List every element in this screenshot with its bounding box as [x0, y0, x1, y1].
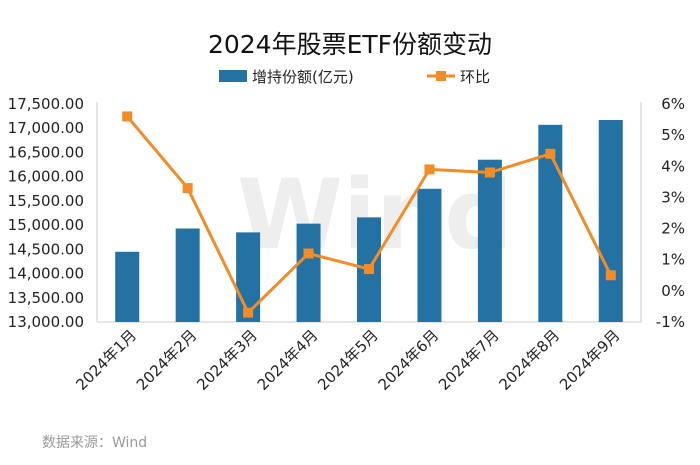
x-tick-label: 2024年5月: [314, 326, 382, 394]
x-tick-label: 2024年4月: [254, 326, 322, 394]
line-point: [545, 148, 556, 159]
bar: [175, 228, 200, 322]
legend-bar-label: 增持份额(亿元): [252, 68, 354, 86]
bar: [296, 223, 321, 322]
bar: [417, 188, 442, 322]
y-left-tick-label: 16,500.00: [8, 143, 84, 161]
axes: 13,000.00 13,500.00 14,000.00 14,500.00 15,0…: [8, 95, 685, 331]
legend: 增持份额(亿元) 环比: [219, 68, 490, 86]
x-tick-label: 2024年7月: [435, 326, 503, 394]
y-right-tick-label: 1%: [661, 251, 685, 269]
y-left-tick-label: 15,500.00: [8, 192, 84, 210]
y-left-tick-label: 17,000.00: [8, 119, 84, 137]
y-right-tick-label: 3%: [661, 188, 685, 206]
source-note: 数据来源：Wind: [42, 435, 147, 451]
y-left-tick-label: 14,500.00: [8, 240, 84, 258]
line-series: [122, 111, 616, 318]
x-tick-label: 2024年6月: [375, 326, 443, 394]
y-left-tick-label: 13,000.00: [8, 313, 84, 331]
legend-line-marker: [436, 71, 446, 81]
bar: [598, 119, 623, 322]
chart-title: 2024年股票ETF份额变动: [208, 30, 492, 59]
y-right-tick-label: 0%: [661, 282, 685, 300]
y-left-tick-label: 14,000.00: [8, 265, 84, 283]
line-point: [364, 264, 374, 275]
y-left-tick-label: 17,500.00: [8, 95, 84, 113]
x-tick-label: 2024年8月: [495, 326, 563, 394]
line-point: [182, 183, 193, 194]
x-tick-label: 2024年9月: [556, 326, 624, 394]
line-point: [122, 111, 133, 122]
line-point: [303, 248, 314, 259]
y-right-tick-label: 6%: [661, 95, 685, 113]
bar: [477, 159, 502, 322]
line-point: [243, 307, 254, 318]
line-point: [484, 167, 495, 178]
y-left-tick-label: 16,000.00: [8, 168, 84, 186]
x-axis-ticks: 2024年1月2024年2月2024年3月2024年4月2024年5月2024年…: [72, 326, 623, 394]
line-point: [424, 164, 435, 175]
y-left-tick-label: 15,000.00: [8, 216, 84, 234]
bar: [236, 232, 261, 322]
line-point: [605, 270, 616, 281]
x-tick-label: 2024年1月: [72, 326, 140, 394]
y-right-tick-label: 2%: [661, 220, 685, 238]
x-tick-label: 2024年2月: [133, 326, 201, 394]
y-left-tick-label: 13,500.00: [8, 289, 84, 307]
y-right-tick-label: 5%: [661, 126, 685, 144]
legend-line-label: 环比: [460, 68, 490, 86]
legend-bar-swatch: [219, 70, 247, 82]
bar: [115, 251, 140, 322]
x-tick-label: 2024年3月: [193, 326, 261, 394]
y-right-tick-label: 4%: [661, 157, 685, 175]
y-right-tick-label: -1%: [656, 313, 685, 331]
